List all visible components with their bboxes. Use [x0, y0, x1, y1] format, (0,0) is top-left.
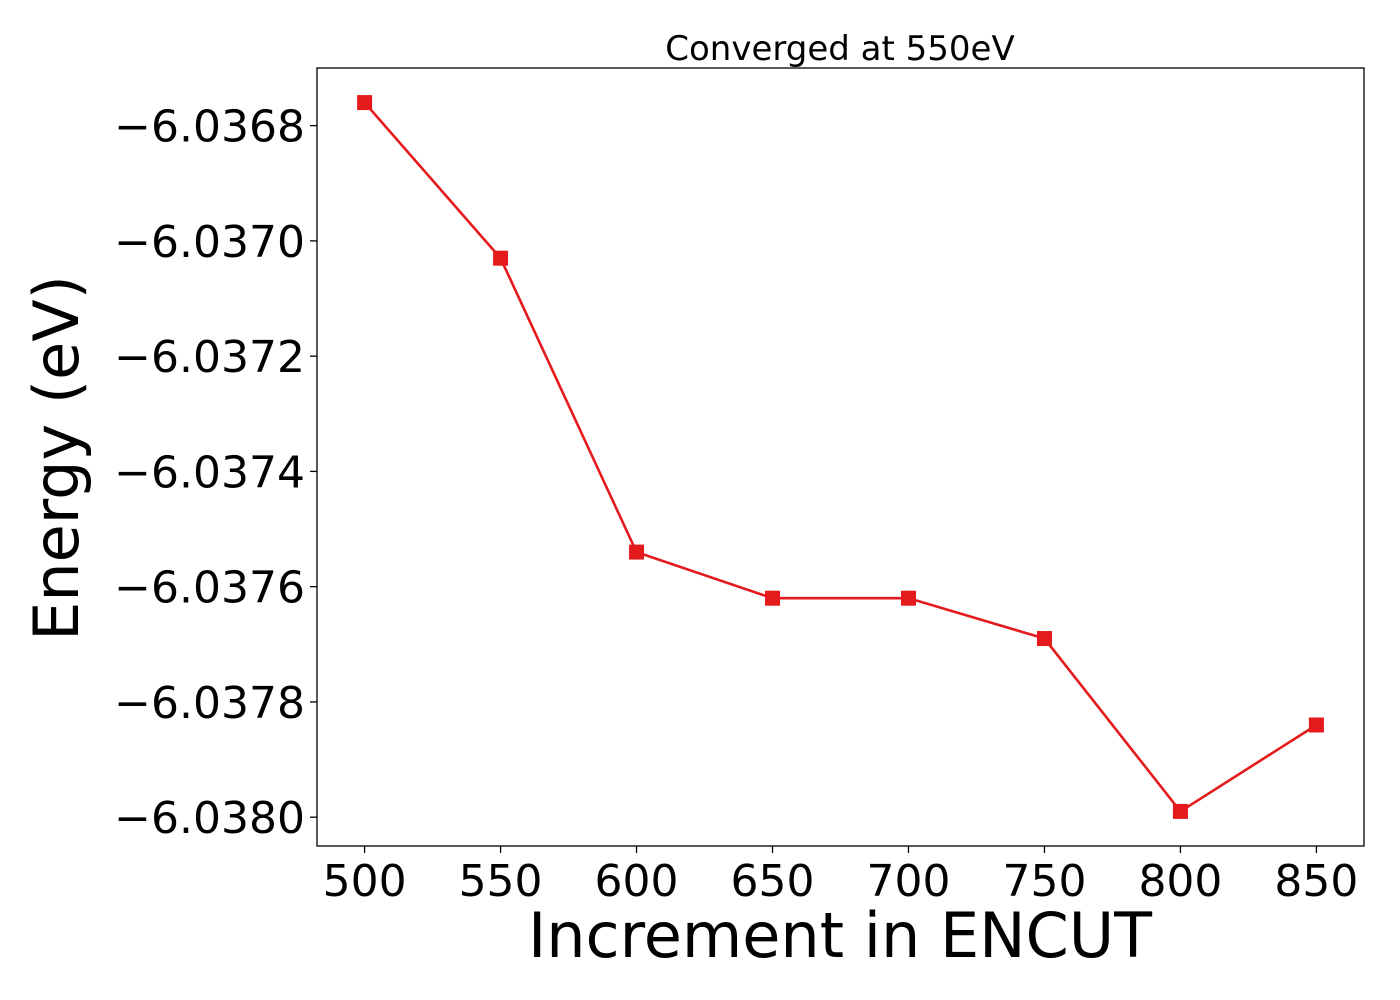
- y-tick-label: −6.0368: [114, 102, 305, 153]
- data-point-marker: [629, 544, 645, 560]
- y-axis-label: Energy (eV): [20, 275, 93, 641]
- y-tick-label: −6.0378: [114, 678, 305, 729]
- x-axis-ticks: 500 550 600 650 700 750 800 850: [323, 846, 1358, 907]
- y-tick-label: −6.0380: [114, 793, 305, 844]
- x-tick-label: 600: [595, 856, 679, 907]
- x-tick-label: 650: [731, 856, 815, 907]
- y-axis-ticks: −6.0368 −6.0370 −6.0372 −6.0374 −6.0376 −6.03…: [114, 102, 317, 844]
- y-tick-label: −6.0370: [114, 217, 305, 268]
- data-point-marker: [1036, 631, 1052, 647]
- series-line: [363, 101, 1318, 814]
- chart-title: Converged at 550eV: [665, 29, 1014, 69]
- data-point-marker: [357, 95, 373, 111]
- data-point-marker: [1172, 803, 1188, 819]
- data-point-marker: [900, 590, 916, 606]
- y-tick-label: −6.0372: [114, 332, 305, 383]
- x-tick-label: 800: [1138, 856, 1222, 907]
- data-point-marker: [765, 590, 781, 606]
- x-tick-label: 500: [323, 856, 407, 907]
- x-tick-label: 750: [1002, 856, 1086, 907]
- series-group: [357, 95, 1324, 819]
- data-point-marker: [493, 250, 509, 266]
- data-point-marker: [1308, 717, 1324, 733]
- y-tick-label: −6.0374: [114, 447, 305, 498]
- x-tick-label: 550: [459, 856, 543, 907]
- x-axis-label: Increment in ENCUT: [528, 899, 1153, 972]
- x-tick-label: 700: [866, 856, 950, 907]
- x-tick-label: 850: [1274, 856, 1358, 907]
- y-tick-label: −6.0376: [114, 563, 305, 614]
- plot-area-frame: [316, 67, 1365, 847]
